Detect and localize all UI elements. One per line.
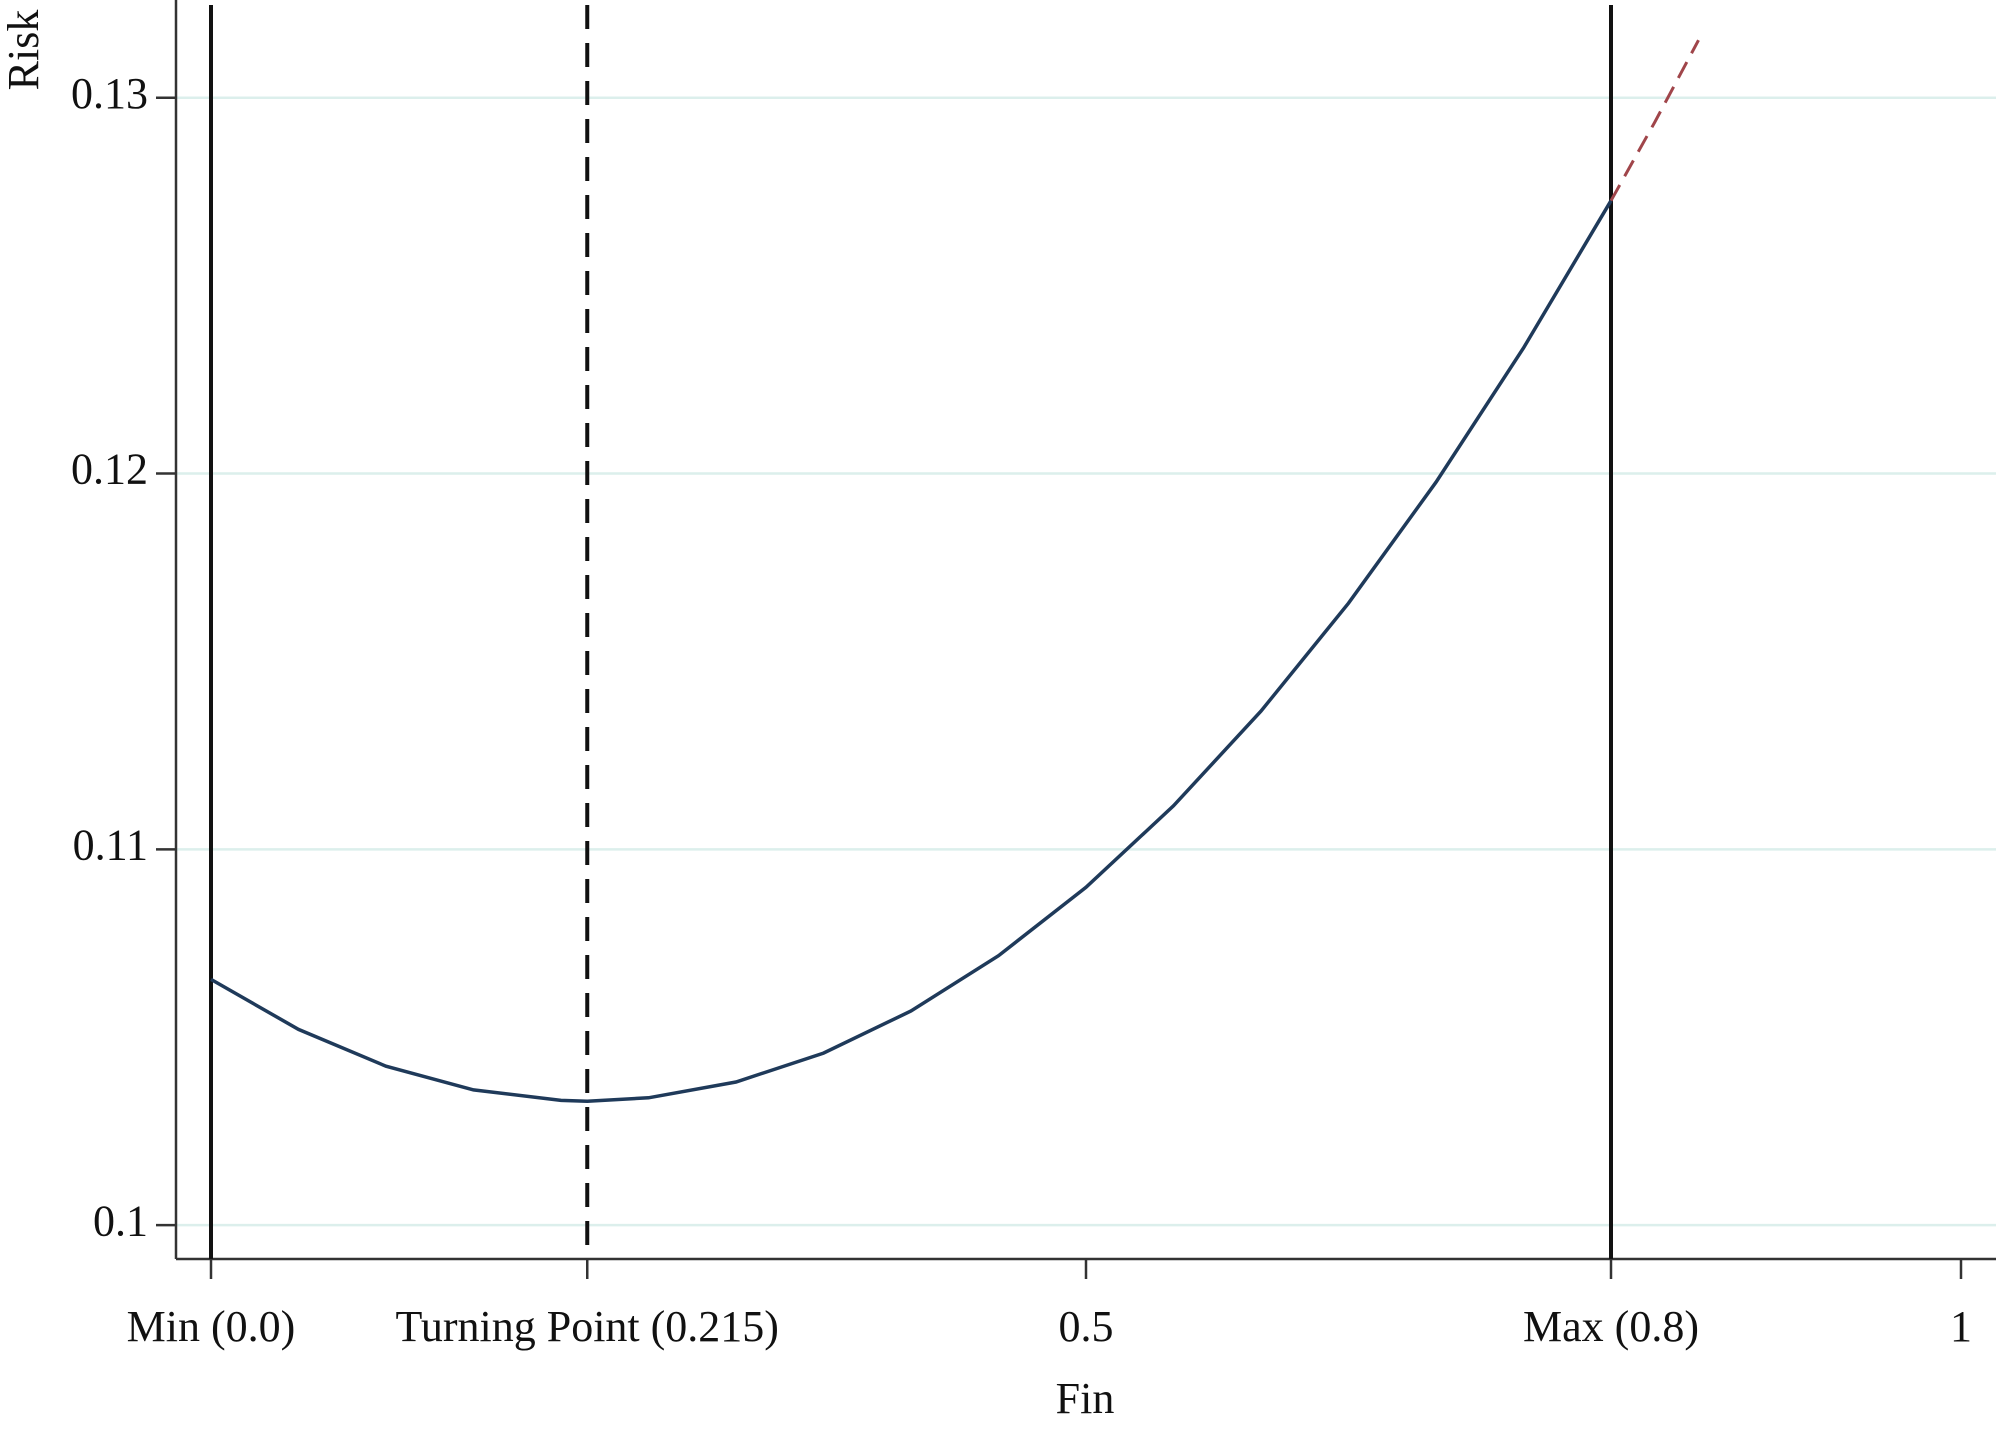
x-tick-label: Max (0.8) xyxy=(1523,1302,1699,1351)
y-tick-label: 0.13 xyxy=(71,69,148,118)
line xyxy=(1609,39,1700,202)
x-tick-label: 1 xyxy=(1950,1302,1972,1351)
y-tick-label: 0.11 xyxy=(73,820,148,869)
y-tick-label: 0.12 xyxy=(71,445,148,494)
y-tick-label: 0.1 xyxy=(93,1196,148,1245)
x-tick-label: Turning Point (0.215) xyxy=(396,1302,779,1351)
x-axis-label: Fin xyxy=(1056,1374,1115,1423)
line xyxy=(210,199,1613,1103)
x-tick-label: Min (0.0) xyxy=(127,1302,296,1351)
y-axis-label: Risk xyxy=(0,10,48,91)
x-tick-label: 0.5 xyxy=(1059,1302,1114,1351)
